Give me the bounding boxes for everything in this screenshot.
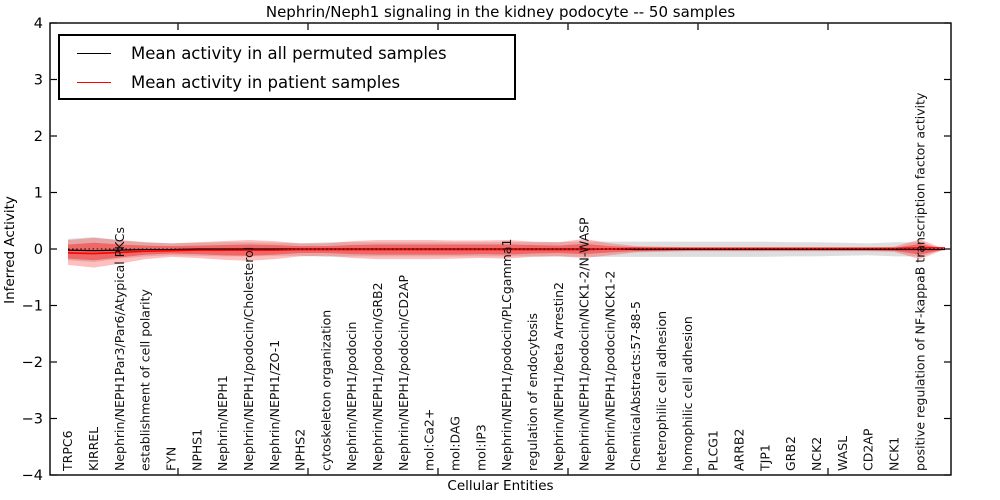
legend-item-permuted: Mean activity in all permuted samples <box>60 39 514 68</box>
x-category-label: ARRB2 <box>732 429 747 471</box>
patient-outer-band <box>68 237 945 268</box>
x-category-label: establishment of cell polarity <box>138 289 153 471</box>
x-category-label: mol:Ca2+ <box>422 409 437 471</box>
x-category-label: Nephrin/NEPH1 <box>215 375 230 471</box>
y-tick-label: 1 <box>34 186 43 202</box>
y-tick-label: −1 <box>22 299 43 315</box>
x-category-label: Nephrin/NEPH1/podocin/NCK1-2/N-WASP <box>577 217 592 471</box>
chart-title: Nephrin/Neph1 signaling in the kidney po… <box>265 3 736 21</box>
x-category-label: WASL <box>835 436 850 471</box>
y-tick-label: 0 <box>34 242 43 258</box>
x-category-label: cytoskeleton organization <box>318 310 333 471</box>
x-category-label: Nephrin/NEPH1/beta Arrestin2 <box>551 282 566 471</box>
x-category-label: mol:DAG <box>448 416 463 471</box>
x-category-label: Nephrin/NEPH1/podocin/Cholesterol <box>241 247 256 471</box>
patient-mean-line <box>67 247 945 255</box>
x-category-label: Nephrin/NEPH1Par3/Par6/Atypical PKCs <box>112 227 127 471</box>
x-category-label: Nephrin/NEPH1/podocin/CD2AP <box>396 275 411 471</box>
x-category-label: NCK1 <box>886 437 901 471</box>
y-tick-label: −3 <box>22 412 43 428</box>
x-category-label: Nephrin/NEPH1/ZO-1 <box>267 340 282 471</box>
x-category-label: NPHS2 <box>293 429 308 471</box>
legend-label-permuted: Mean activity in all permuted samples <box>131 44 447 63</box>
y-tick-label: −2 <box>22 355 43 371</box>
y-tick-label: 2 <box>34 129 43 145</box>
y-tick-label: −4 <box>22 468 43 484</box>
legend-label-patient: Mean activity in patient samples <box>131 73 401 92</box>
x-category-label: ChemicalAbstracts:57-88-5 <box>628 301 643 471</box>
x-category-label: mol:IP3 <box>473 424 488 471</box>
x-category-label: positive regulation of NF-kappaB transcr… <box>912 92 927 471</box>
x-category-label: regulation of endocytosis <box>525 313 540 471</box>
x-category-label: Nephrin/NEPH1/podocin/NCK1-2 <box>602 271 617 471</box>
y-tick-label: 4 <box>34 16 43 32</box>
legend-line-permuted-icon <box>77 53 111 54</box>
x-category-label: NCK2 <box>809 437 824 471</box>
x-category-label: homophilic cell adhesion <box>680 316 695 471</box>
x-category-label: Nephrin/NEPH1/podocin <box>344 322 359 471</box>
x-category-label: heterophilic cell adhesion <box>654 311 669 471</box>
x-category-label: TJP1 <box>757 444 772 472</box>
x-category-label: Nephrin/NEPH1/podocin/PLCgamma1 <box>499 239 514 471</box>
x-axis-label: Cellular Entities <box>447 478 554 494</box>
x-category-label: NPHS1 <box>189 429 204 471</box>
legend-line-patient-icon <box>77 82 111 83</box>
x-category-label: TRPC6 <box>60 430 75 472</box>
x-category-label: GRB2 <box>783 436 798 471</box>
x-category-label: FYN <box>163 447 178 471</box>
y-axis-label: Inferred Activity <box>2 196 18 304</box>
patient-inner-band <box>68 242 945 261</box>
y-tick-label: 3 <box>34 73 43 89</box>
legend-item-patient: Mean activity in patient samples <box>60 68 514 97</box>
x-category-label: CD2AP <box>861 428 876 471</box>
axes-frame <box>49 22 952 476</box>
x-category-label: KIRREL <box>86 427 101 471</box>
x-category-label: Nephrin/NEPH1/podocin/GRB2 <box>370 282 385 471</box>
legend: Mean activity in all permuted samples Me… <box>58 34 516 100</box>
x-category-label: PLCG1 <box>706 430 721 471</box>
